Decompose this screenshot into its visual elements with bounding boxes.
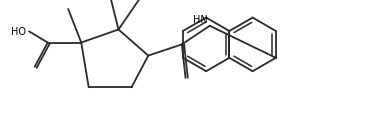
Text: HN: HN xyxy=(193,15,208,25)
Text: HO: HO xyxy=(11,27,26,37)
